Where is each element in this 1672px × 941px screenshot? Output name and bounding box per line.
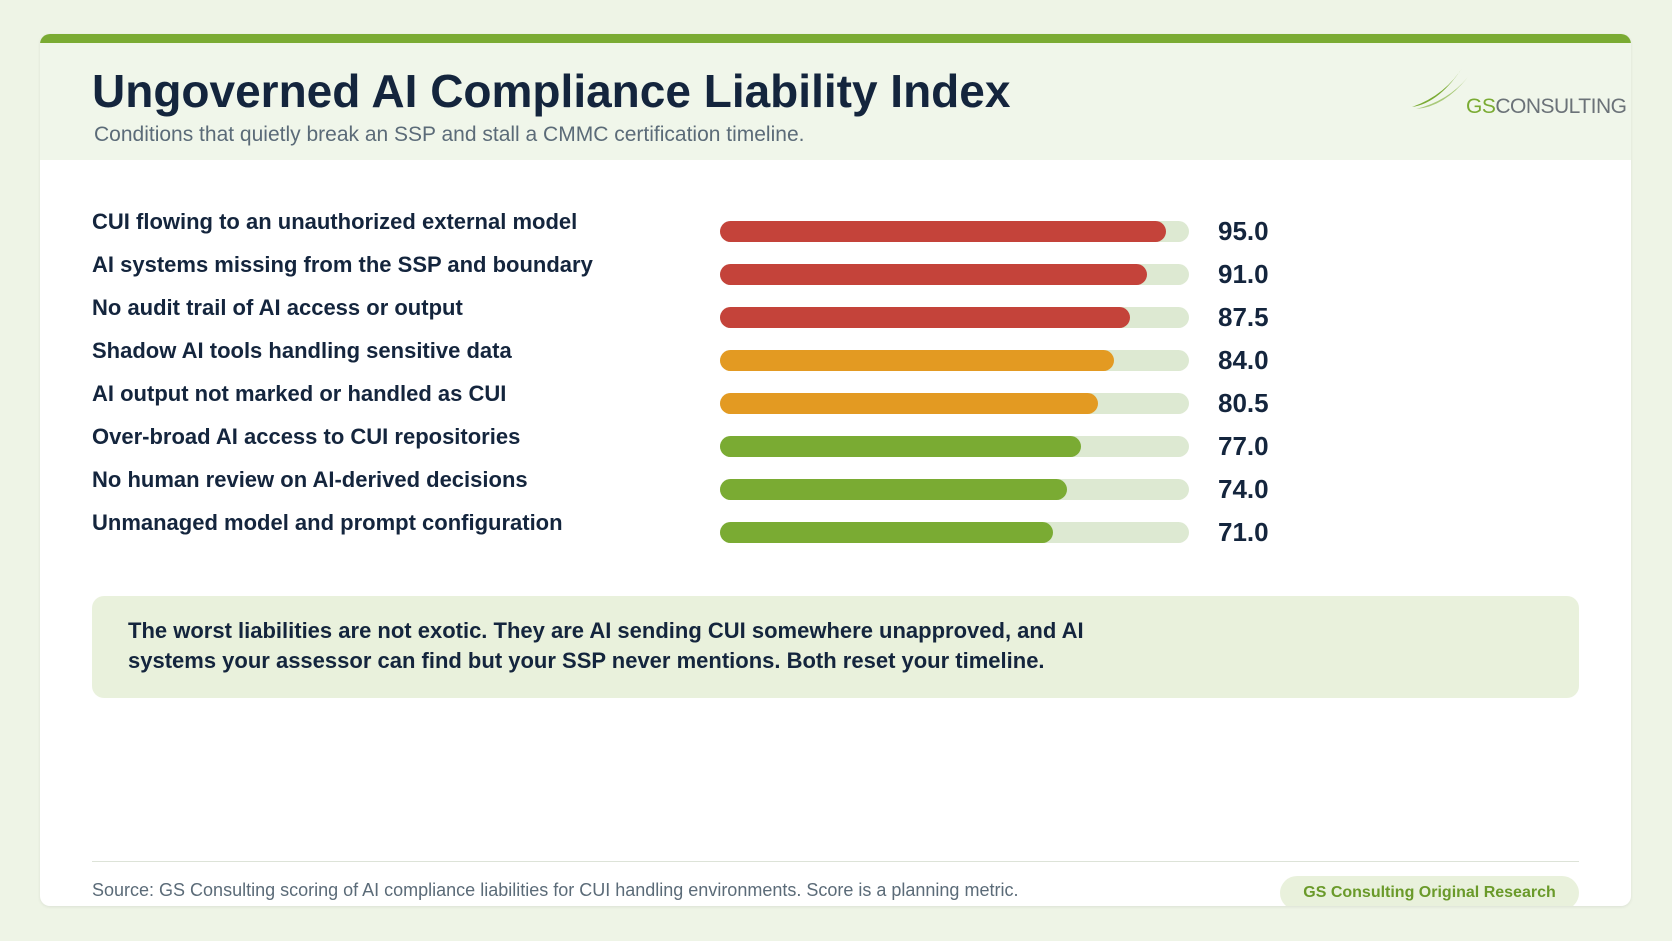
logo-swoosh [1412,65,1468,109]
value-label: 80.5 [1218,388,1269,418]
bar [720,393,1098,414]
value-label: 95.0 [1218,216,1269,246]
value-label: 87.5 [1218,302,1269,332]
category-label: No human review on AI-derived decisions [92,467,528,492]
header [40,43,1631,160]
callout-text: The worst liabilities are not exotic. Th… [128,618,1084,673]
bar [720,436,1082,457]
bar [720,221,1166,242]
bar [720,307,1131,328]
chart-subtitle: Conditions that quietly break an SSP and… [94,123,805,146]
category-label: AI output not marked or handled as CUI [92,381,507,406]
bar [720,479,1068,500]
bar [720,350,1114,371]
category-label: CUI flowing to an unauthorized external … [92,209,578,234]
value-label: 91.0 [1218,259,1269,289]
category-label: No audit trail of AI access or output [92,295,463,320]
category-label: Shadow AI tools handling sensitive data [92,338,512,363]
bar [720,522,1053,543]
category-label: Unmanaged model and prompt configuration [92,510,563,535]
chart-title: Ungoverned AI Compliance Liability Index [92,65,1011,117]
callout: The worst liabilities are not exotic. Th… [92,596,1579,698]
value-label: 71.0 [1218,517,1269,547]
logo-prefix: GS [1466,95,1496,118]
logo: GSCONSULTING [1412,65,1627,119]
card: Ungoverned AI Compliance Liability Index… [40,34,1631,906]
value-label: 77.0 [1218,431,1269,461]
footer-rule [92,861,1579,862]
category-label: AI systems missing from the SSP and boun… [92,252,593,277]
bar [720,264,1147,285]
logo-name: CONSULTING [1495,95,1627,118]
category-label: Over-broad AI access to CUI repositories [92,424,521,449]
value-label: 84.0 [1218,345,1269,375]
value-label: 74.0 [1218,474,1269,504]
top-bar [40,34,1631,43]
source-note: Source: GS Consulting scoring of AI comp… [92,880,1019,900]
badge: GS Consulting Original Research [1280,876,1579,906]
